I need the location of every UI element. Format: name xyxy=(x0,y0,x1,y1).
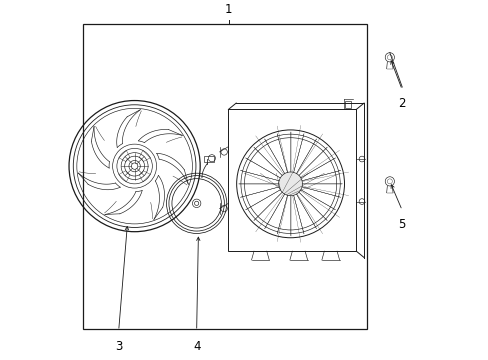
Circle shape xyxy=(278,172,302,196)
Text: 4: 4 xyxy=(192,340,200,353)
Text: 2: 2 xyxy=(398,97,405,110)
Text: 5: 5 xyxy=(398,217,405,230)
Text: 1: 1 xyxy=(224,3,232,16)
Text: 3: 3 xyxy=(115,340,122,353)
